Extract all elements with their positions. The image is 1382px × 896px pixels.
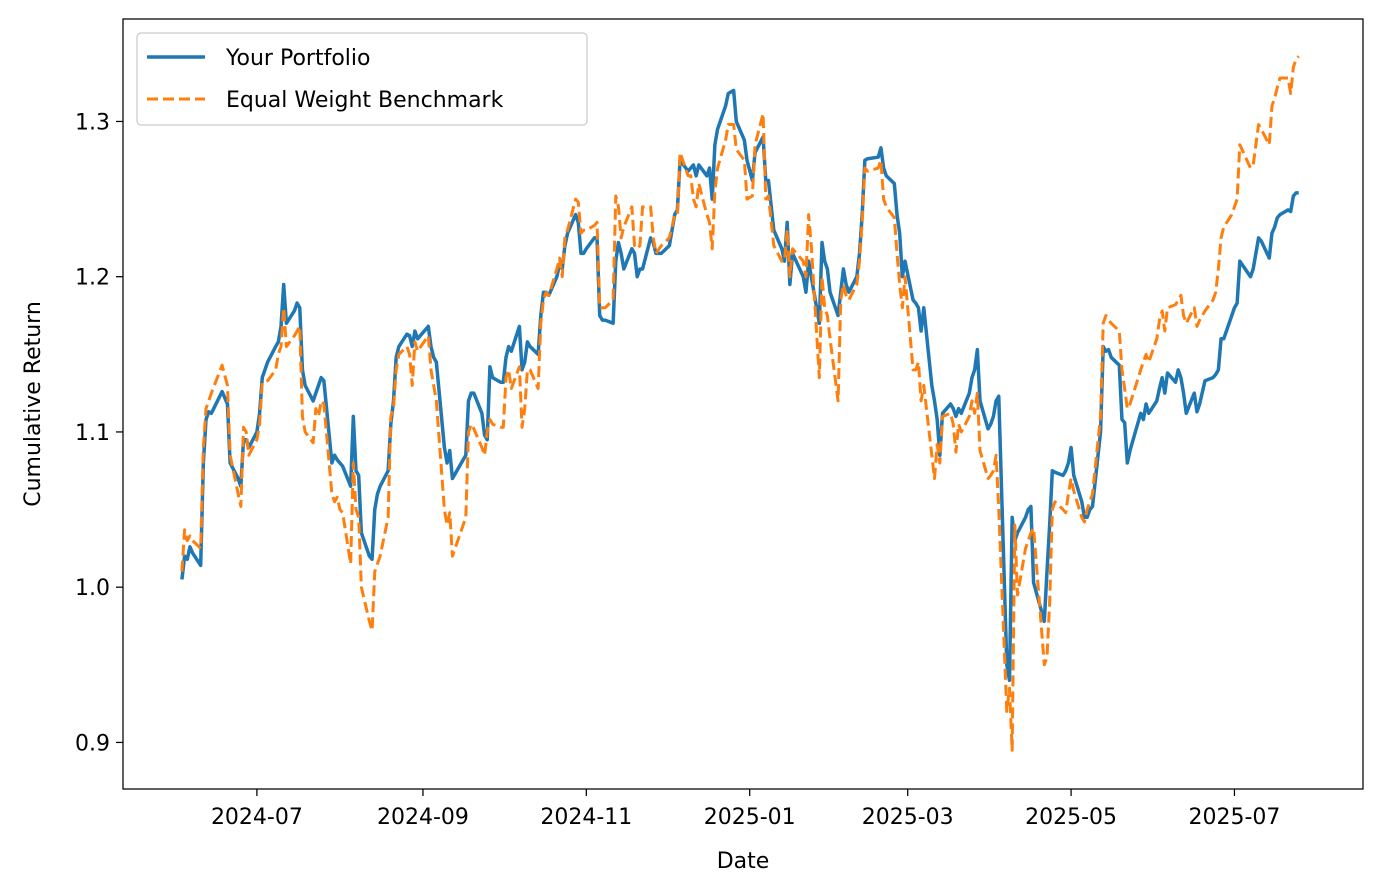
x-axis: 2024-07 2024-09 2024-11 2025-01 2025-03 2025-… xyxy=(211,789,1280,830)
y-tick-label: 1.1 xyxy=(75,421,110,446)
series-layer xyxy=(180,55,1300,752)
y-tick-label: 0.9 xyxy=(75,731,110,756)
y-tick-label: 1.3 xyxy=(75,110,110,135)
x-tick-label: 2024-07 xyxy=(211,805,303,830)
x-tick-label: 2024-09 xyxy=(377,805,469,830)
plot-frame xyxy=(122,18,1364,790)
legend-label: Equal Weight Benchmark xyxy=(226,88,504,113)
y-axis: 0.9 1.0 1.1 1.2 1.3 xyxy=(75,110,123,756)
x-tick-label: 2025-05 xyxy=(1025,805,1117,830)
legend-box xyxy=(136,32,588,126)
x-axis-title: Date xyxy=(717,849,770,874)
series-line-your-portfolio xyxy=(180,88,1299,683)
x-tick-label: 2025-01 xyxy=(704,805,796,830)
y-axis-title: Cumulative Return xyxy=(21,301,46,507)
x-tick-label: 2024-11 xyxy=(540,805,632,830)
x-tick-label: 2025-07 xyxy=(1188,805,1280,830)
y-tick-label: 1.2 xyxy=(75,266,110,291)
x-tick-label: 2025-03 xyxy=(862,805,954,830)
legend-label: Your Portfolio xyxy=(225,46,370,71)
series-line-equal-weight-benchmark xyxy=(180,55,1300,752)
y-tick-label: 1.0 xyxy=(75,576,110,601)
legend: Your Portfolio Equal Weight Benchmark xyxy=(136,32,588,126)
